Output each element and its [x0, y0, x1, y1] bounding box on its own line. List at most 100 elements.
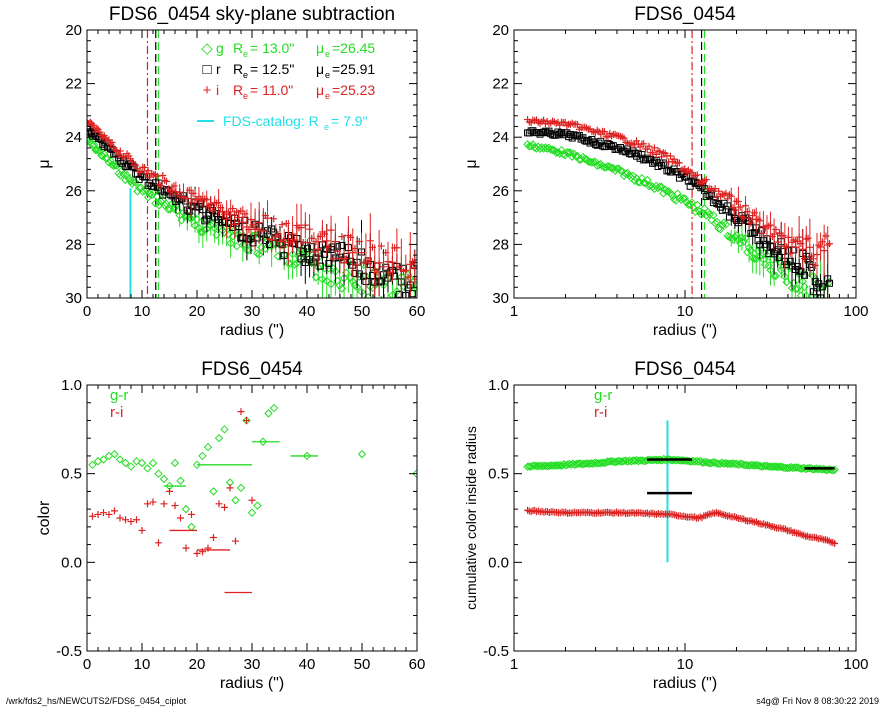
y-axis-label: cumulative color inside radius	[463, 426, 479, 610]
x-axis-label: radius (")	[653, 322, 717, 339]
i-band-point	[227, 211, 235, 219]
i-band-point	[96, 128, 104, 136]
r-band-point	[761, 240, 769, 248]
i-band-point	[715, 187, 723, 195]
legend-re-label: R	[233, 61, 243, 77]
i-band-point	[89, 512, 96, 520]
i-band-point	[111, 146, 119, 154]
x-tick-label: 10	[134, 303, 151, 320]
g-band-point	[783, 463, 792, 473]
g-band-point	[220, 425, 229, 434]
i-band-point	[620, 508, 628, 516]
g-band-point	[536, 461, 545, 470]
g-band-point	[684, 200, 693, 209]
g-band-point	[753, 246, 763, 255]
g-band-point	[126, 462, 136, 471]
i-band-point	[133, 516, 140, 524]
r-band-point	[151, 179, 159, 187]
legend-label: g-r	[110, 387, 128, 404]
y-tick-label: 1.0	[61, 377, 82, 394]
g-band-point	[603, 162, 613, 171]
legend-mu-sub: e	[325, 70, 330, 80]
i-band-point	[786, 249, 794, 257]
r-band-point	[650, 158, 658, 166]
i-band-point	[358, 249, 366, 257]
g-band-point	[255, 250, 264, 259]
i-band-point	[160, 500, 168, 508]
g-band-point	[116, 171, 125, 180]
i-band-point	[177, 514, 184, 522]
g-band-point	[750, 461, 759, 470]
r-band-point	[338, 241, 346, 249]
i-band-point	[331, 238, 339, 246]
g-band-point	[187, 522, 196, 532]
panel-1	[86, 29, 418, 299]
i-band-point	[144, 167, 152, 175]
i-band-point	[574, 121, 582, 129]
i-band-point	[754, 215, 762, 223]
i-band-point	[325, 243, 333, 251]
g-band-point	[593, 161, 602, 170]
i-band-point	[747, 517, 755, 525]
r-band-point	[734, 219, 742, 227]
g-band-point	[264, 409, 273, 418]
g-band-point	[710, 219, 720, 228]
r-band-point	[529, 127, 537, 135]
g-band-point	[236, 483, 246, 493]
r-band-point	[541, 127, 549, 135]
g-band-point	[394, 297, 395, 298]
i-band-point	[248, 496, 256, 504]
i-band-point	[353, 261, 361, 269]
i-band-point	[666, 152, 674, 160]
r-band-point	[395, 290, 403, 298]
i-band-point	[760, 520, 768, 528]
g-band-point	[104, 158, 114, 167]
g-band-point	[202, 224, 211, 234]
r-band-point	[633, 152, 641, 160]
g-band-point	[238, 240, 248, 250]
g-band-point	[730, 232, 740, 242]
g-band-point	[732, 459, 741, 468]
i-band-point	[137, 168, 145, 176]
r-band-point	[659, 159, 667, 167]
g-band-point	[145, 189, 155, 199]
r-band-point	[581, 137, 589, 145]
i-band-point	[342, 255, 350, 263]
legend-mu-sub: e	[325, 49, 330, 59]
i-band-point	[157, 182, 165, 190]
r-band-point	[347, 257, 355, 265]
i-band-point	[587, 509, 595, 517]
r-band-point	[325, 259, 333, 267]
i-band-point	[772, 225, 780, 233]
y-axis-label: μ	[36, 159, 53, 168]
r-band-point	[665, 166, 673, 174]
x-tick-label: 0	[83, 656, 91, 673]
i-band-point	[393, 244, 401, 252]
plot-area	[523, 420, 839, 563]
g-band-point	[824, 309, 831, 316]
r-band-point	[658, 161, 666, 169]
i-band-point	[215, 500, 223, 508]
r-band-point	[772, 248, 780, 256]
r-band-point	[547, 130, 555, 138]
r-band-point	[249, 239, 257, 247]
i-band-point	[127, 518, 135, 526]
x-tick-label: 20	[189, 303, 206, 320]
i-band-point	[310, 248, 318, 256]
g-band-point	[99, 455, 108, 464]
g-band-point	[769, 271, 779, 281]
panel-4	[513, 384, 857, 652]
footer-timestamp: s4g@ Fri Nov 8 08:30:22 2019	[756, 696, 879, 706]
x-tick-label: 10	[677, 303, 694, 320]
g-band-point	[190, 221, 200, 230]
i-band-point	[155, 539, 162, 547]
i-band-point	[122, 516, 129, 524]
i-band-point	[193, 549, 201, 557]
g-band-point	[739, 460, 748, 470]
g-band-point	[680, 194, 689, 203]
r-band-point	[413, 259, 417, 267]
i-band-point	[824, 241, 832, 249]
legend-re-label: R	[233, 82, 243, 98]
g-band-point	[811, 274, 820, 284]
r-band-point	[620, 147, 628, 155]
